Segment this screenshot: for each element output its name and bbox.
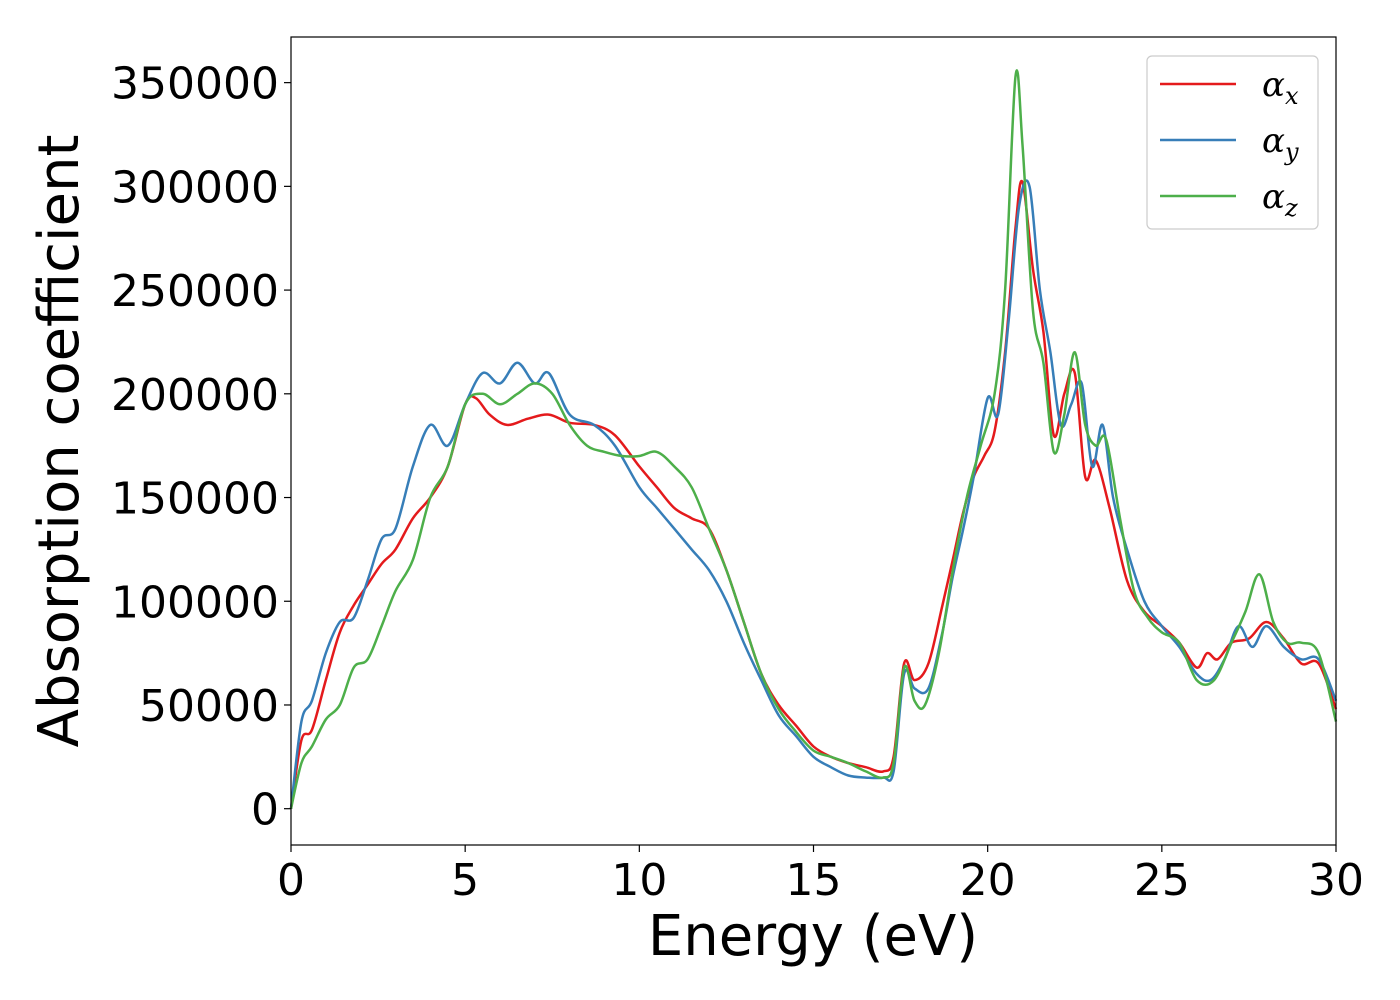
x-axis-label: Energy (eV) xyxy=(648,904,978,969)
legend-label-y: αy xyxy=(1262,121,1299,166)
y-tick-label: 150000 xyxy=(111,474,279,525)
y-tick-label: 0 xyxy=(251,785,279,836)
x-axis-ticks: 0 5 10 15 20 25 30 xyxy=(277,845,1364,906)
y-tick-label: 50000 xyxy=(139,681,279,732)
y-axis-label: Absorption coefficient xyxy=(27,135,92,748)
legend-box xyxy=(1146,55,1319,230)
x-tick-label: 0 xyxy=(277,855,305,906)
legend-label-x: αx xyxy=(1262,65,1299,110)
y-tick-label: 250000 xyxy=(111,266,279,317)
x-tick-label: 5 xyxy=(451,855,479,906)
y-tick-label: 100000 xyxy=(111,577,279,628)
y-axis-ticks: 0 50000 100000 150000 200000 250000 300000 3500… xyxy=(111,59,291,836)
x-tick-label: 20 xyxy=(960,855,1016,906)
series-line-z xyxy=(289,69,1338,809)
y-tick-label: 350000 xyxy=(111,59,279,110)
series-lines xyxy=(289,69,1338,809)
x-tick-label: 30 xyxy=(1308,855,1364,906)
y-tick-label: 300000 xyxy=(111,162,279,213)
y-tick-label: 200000 xyxy=(111,370,279,421)
x-tick-label: 25 xyxy=(1134,855,1190,906)
legend: αx αy αz xyxy=(1146,55,1319,230)
x-tick-label: 15 xyxy=(786,855,842,906)
legend-label-z: αz xyxy=(1262,177,1298,222)
x-tick-label: 10 xyxy=(611,855,667,906)
